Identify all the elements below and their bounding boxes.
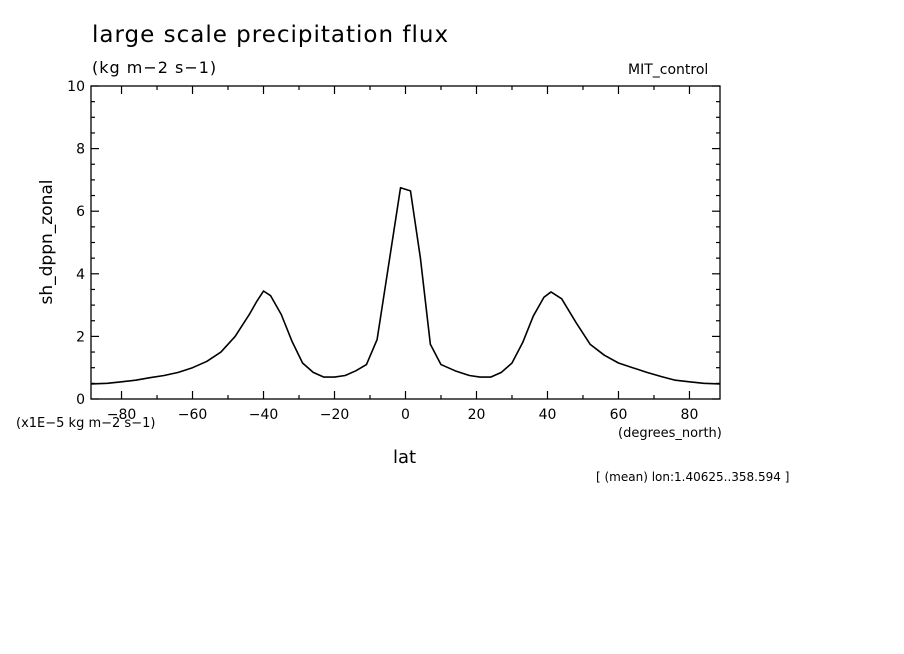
y-tick-label: 0 xyxy=(76,392,85,408)
y-tick-label: 10 xyxy=(67,79,85,95)
x-tick-label: 40 xyxy=(539,407,557,423)
chart-title: large scale precipitation flux xyxy=(92,22,450,48)
chart-units: (kg m−2 s−1) xyxy=(92,58,218,77)
x-tick-label: 60 xyxy=(610,407,628,423)
y-tick-label: 2 xyxy=(76,329,85,345)
x-tick-label: −20 xyxy=(320,407,350,423)
x-axis-label: lat xyxy=(393,447,417,468)
axis-ticks xyxy=(91,85,720,400)
y-tick-label: 6 xyxy=(76,204,85,220)
x-tick-label: 0 xyxy=(401,407,410,423)
y-tick-label: 4 xyxy=(76,267,85,283)
experiment-label: MIT_control xyxy=(628,62,709,78)
x-axis-unit: (degrees_north) xyxy=(618,426,722,441)
scale-factor-note: (x1E−5 kg m−2 s−1) xyxy=(16,416,156,431)
y-tick-label: 8 xyxy=(76,142,85,158)
x-tick-label: −40 xyxy=(249,407,279,423)
plot-frame xyxy=(90,85,721,400)
x-tick-label: −80 xyxy=(107,407,137,423)
tick-labels: −80 −60 −40 −20 0 20 40 60 80 0 2 4 6 8 10 xyxy=(67,79,698,423)
x-tick-label: 80 xyxy=(681,407,699,423)
data-points xyxy=(91,188,720,384)
x-tick-label: −60 xyxy=(178,407,208,423)
x-tick-label: 20 xyxy=(468,407,486,423)
series-line xyxy=(90,186,721,385)
mean-range-note: [ (mean) lon:1.40625..358.594 ] xyxy=(596,470,790,484)
